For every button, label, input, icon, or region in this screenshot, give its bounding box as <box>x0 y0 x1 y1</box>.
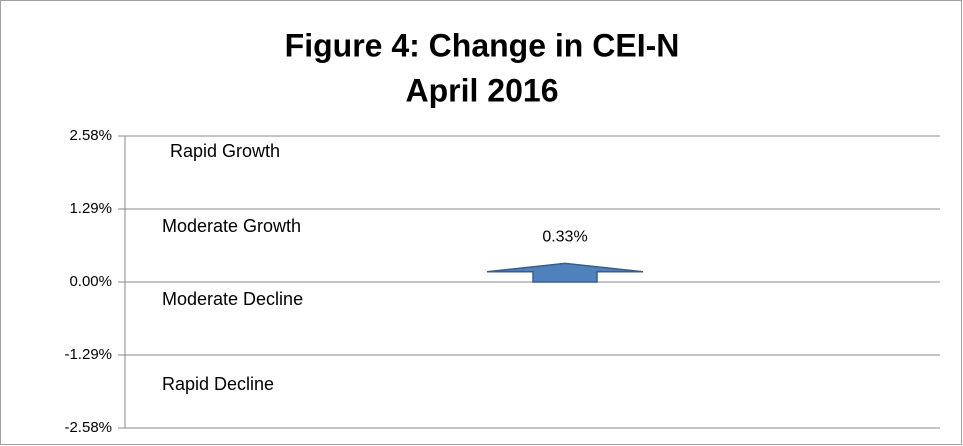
zone-label: Rapid Decline <box>162 374 274 394</box>
zone-label: Rapid Growth <box>170 141 280 161</box>
chart-title: April 2016 <box>406 72 559 108</box>
y-tick-label: 0.00% <box>69 273 112 290</box>
arrow <box>486 262 644 283</box>
zone-label: Moderate Decline <box>162 289 303 309</box>
y-tick-label: 1.29% <box>69 200 112 217</box>
value-label: 0.33% <box>542 229 587 246</box>
zone-label: Moderate Growth <box>162 216 301 236</box>
y-tick-label: -1.29% <box>64 346 112 363</box>
y-tick-label: 2.58% <box>69 127 112 144</box>
y-tick-label: -2.58% <box>64 419 112 436</box>
chart-title: Figure 4: Change in CEI-N <box>285 27 680 63</box>
